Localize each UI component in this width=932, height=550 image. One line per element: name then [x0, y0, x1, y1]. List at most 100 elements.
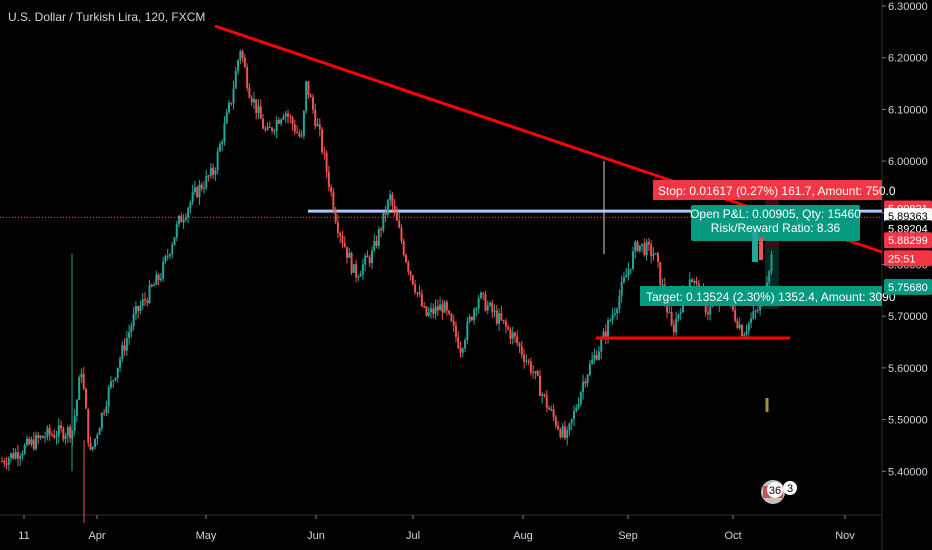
candle-body: [370, 250, 373, 264]
candle-body: [441, 304, 444, 313]
candle-body: [30, 439, 33, 445]
price-tag: 5.89363: [884, 208, 932, 225]
candle-body: [661, 284, 664, 286]
candle-body: [203, 188, 206, 190]
candle-body: [343, 242, 346, 247]
candle-body: [200, 184, 203, 189]
candle-body: [495, 310, 498, 324]
candle-body: [293, 124, 296, 132]
candle-body: [157, 274, 160, 280]
candle-body: [144, 299, 147, 301]
candle-body: [100, 412, 103, 429]
candle-body: [125, 338, 128, 351]
target-label-text: Target: 0.13524 (2.30%) 1352.4, Amount: …: [646, 290, 896, 304]
candle-body: [529, 361, 532, 373]
candle-body: [436, 306, 439, 311]
badge-count: 36: [769, 485, 781, 497]
candle-body: [141, 299, 144, 306]
candle-body: [41, 435, 44, 438]
candle-body: [641, 243, 644, 246]
y-tick-label: 6.10000: [888, 104, 928, 116]
candle-body: [62, 428, 65, 440]
candle-body: [69, 427, 72, 439]
candle-body: [645, 242, 648, 256]
candle-body: [230, 102, 233, 104]
badge-count: 3: [787, 483, 793, 495]
price-tag-text: 5.88299: [888, 235, 928, 247]
candle-body: [395, 210, 398, 221]
candle-body: [277, 120, 280, 124]
candle-body: [241, 51, 244, 58]
candle-body: [314, 109, 317, 127]
y-tick-label: 5.40000: [888, 466, 928, 478]
candle-body: [625, 275, 628, 278]
candle-body: [1, 460, 3, 462]
candle-body: [405, 254, 408, 263]
y-tick-label: 6.20000: [888, 53, 928, 65]
candle-body: [227, 102, 230, 113]
candle-body: [473, 309, 476, 321]
candle-body: [430, 308, 433, 313]
candle-body: [536, 371, 539, 376]
candle-body: [89, 442, 92, 450]
candle-body: [55, 436, 58, 438]
candle-body: [332, 191, 335, 211]
candle-body: [5, 463, 8, 465]
candle-body: [666, 300, 669, 313]
candle-body: [568, 423, 571, 431]
candle-body: [548, 407, 551, 410]
price-tag: 5.75680: [884, 278, 932, 295]
candle-body: [80, 373, 83, 378]
candle-body: [434, 306, 437, 314]
candle-body: [620, 282, 623, 296]
candle-body: [445, 302, 448, 311]
candle-body: [425, 306, 428, 316]
y-tick-label: 6.30000: [888, 1, 928, 13]
candle-body: [7, 458, 10, 465]
candle-body: [543, 394, 546, 396]
candle-body: [311, 97, 314, 110]
candle-body: [613, 313, 616, 315]
candle-body: [384, 212, 387, 215]
candle-body: [268, 126, 271, 128]
candle-body: [629, 268, 632, 270]
candle-body: [207, 175, 210, 177]
candle-body: [205, 175, 208, 189]
candle-body: [134, 306, 137, 314]
candle-body: [373, 241, 376, 251]
candle-body: [282, 116, 285, 120]
candle-body: [291, 117, 294, 125]
candle-body: [66, 427, 69, 436]
candle-body: [350, 252, 353, 273]
candle-body: [389, 194, 392, 201]
candle-body: [677, 314, 680, 319]
candle-body: [155, 274, 158, 285]
candle-body: [23, 444, 26, 454]
candle-body: [466, 321, 469, 341]
candle-body: [239, 51, 242, 61]
candle-body: [209, 167, 212, 177]
target-label: Target: 0.13524 (2.30%) 1352.4, Amount: …: [640, 286, 896, 306]
candle-body: [609, 320, 612, 322]
candle-body: [479, 292, 482, 299]
candle-body: [375, 241, 378, 247]
candle-body: [391, 194, 394, 206]
y-tick-label: 6.00000: [888, 156, 928, 168]
candle-body: [91, 446, 94, 450]
price-tag-bg: [884, 232, 932, 249]
stop-label-text: Stop: 0.01617 (0.27%) 161.7, Amount: 750…: [658, 184, 896, 198]
candle-body: [130, 326, 133, 333]
candle-body: [745, 331, 748, 335]
last-candle: [759, 238, 763, 260]
candle-body: [323, 152, 326, 154]
candle-body: [652, 254, 655, 256]
x-tick-label: Jun: [307, 530, 325, 542]
candle-body: [593, 355, 596, 360]
price-tag-bg: [884, 278, 932, 295]
candle-body: [638, 245, 641, 251]
candle-body: [513, 332, 516, 337]
candle-body: [504, 321, 507, 327]
candle-body: [173, 237, 176, 246]
candle-body: [491, 302, 494, 312]
